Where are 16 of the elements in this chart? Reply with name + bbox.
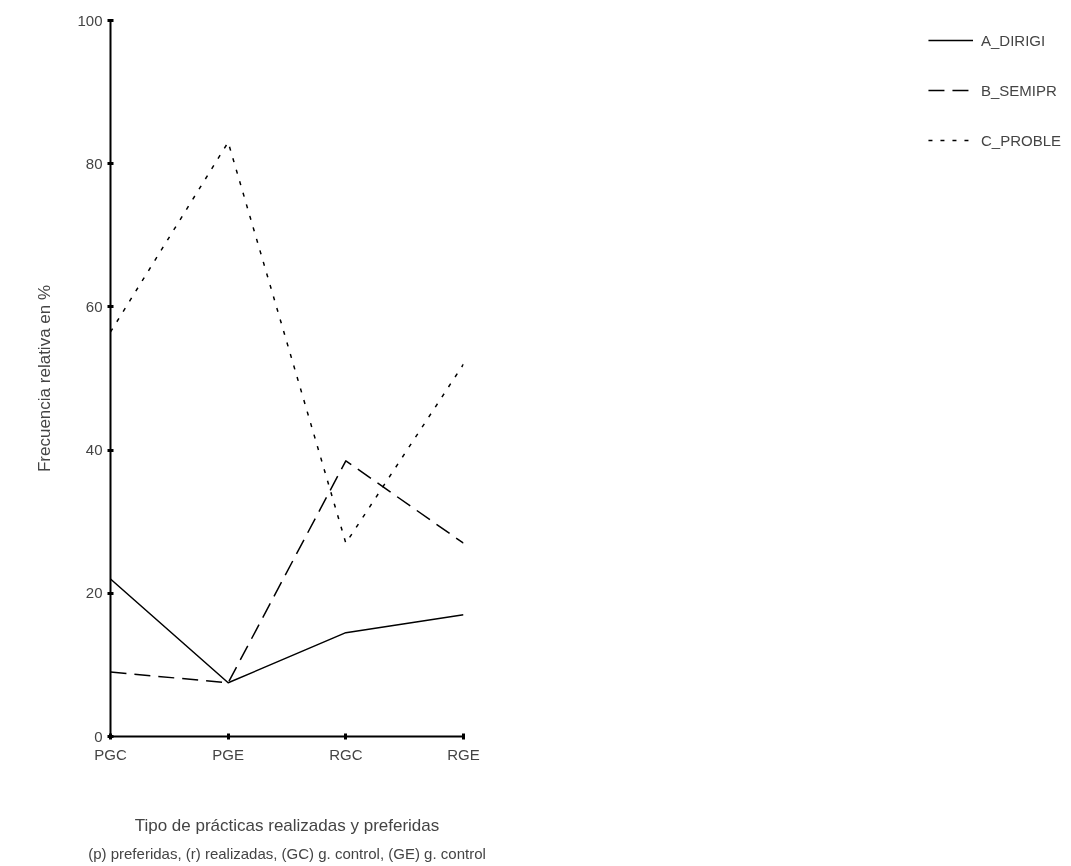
x-tick-label: PGC: [94, 745, 127, 763]
legend-label: C_PROBLE: [980, 131, 1061, 149]
x-axis-title: Tipo de prácticas realizadas y preferidas: [134, 815, 440, 835]
legend-label: B_SEMIPR: [980, 81, 1057, 99]
y-tick-label: 60: [85, 297, 103, 315]
x-tick-label: RGC: [329, 745, 363, 763]
text: (p) preferidas, (r) realizadas, (GC) g. control, (GE) g. control: [88, 844, 486, 862]
y-tick-label: 80: [85, 154, 103, 172]
y-tick-label: 100: [77, 11, 103, 29]
y-tick-label: 40: [85, 441, 103, 459]
legend-label: A_DIRIGI: [980, 31, 1046, 49]
y-axis-title: Frecuencia relativa en %: [35, 284, 55, 473]
y-tick-label: 20: [85, 584, 103, 602]
x-tick-label: PGE: [212, 745, 245, 763]
x-tick-label: RGE: [447, 745, 480, 763]
y-tick-label: 0: [94, 727, 103, 745]
